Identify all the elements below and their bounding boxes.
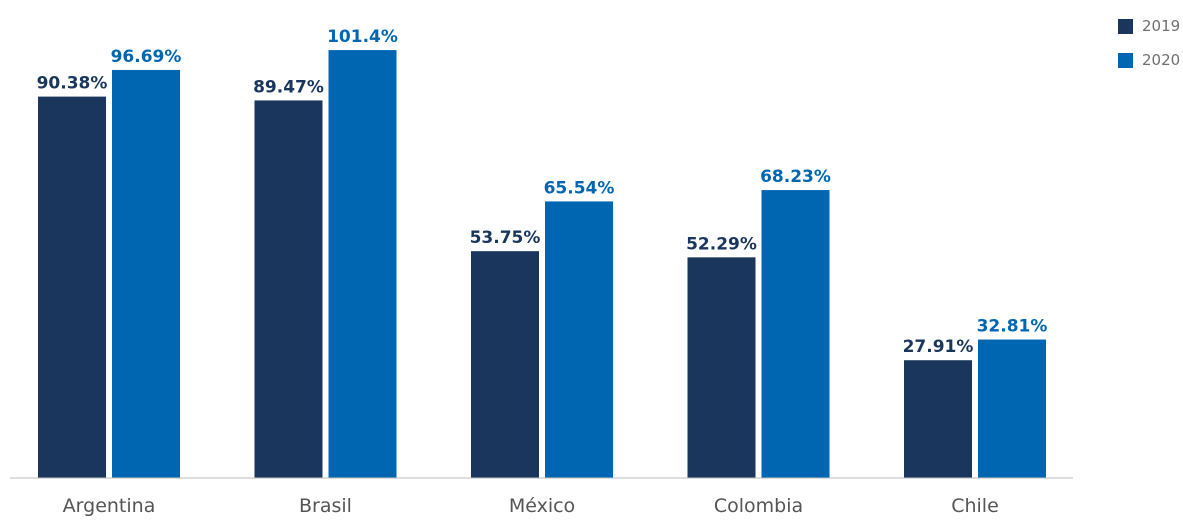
- value-label-2020-argentina: 96.69%: [111, 47, 182, 67]
- legend: 2019 2020: [1118, 14, 1180, 82]
- value-label-2020-méxico: 65.54%: [544, 178, 615, 198]
- bar-2020-chile: [978, 339, 1046, 478]
- category-label-colombia: Colombia: [714, 495, 803, 517]
- value-label-2019-chile: 27.91%: [903, 337, 974, 357]
- legend-item-2019: 2019: [1118, 14, 1180, 38]
- value-label-2019-argentina: 90.38%: [37, 74, 108, 94]
- category-label-brasil: Brasil: [299, 495, 352, 517]
- bar-2019-chile: [904, 360, 972, 478]
- value-labels-group: 90.38%96.69% 89.47% 101.4% 53.75% 65.54% 52.2…: [37, 27, 1048, 357]
- bar-2019-méxico: [471, 251, 539, 478]
- value-label-2019-méxico: 53.75%: [470, 228, 541, 248]
- value-label-2019-colombia: 52.29%: [686, 234, 757, 254]
- category-label-chile: Chile: [951, 495, 999, 517]
- value-label-2020-colombia: 68.23%: [760, 167, 831, 187]
- bar-2020-argentina: [112, 69, 180, 478]
- bar-2020-colombia: [761, 190, 830, 478]
- category-labels-group: Argentina Brasil México Colombia Chile: [63, 495, 999, 517]
- value-label-2020-chile: 32.81%: [977, 317, 1048, 337]
- category-label-argentina: Argentina: [63, 495, 156, 517]
- bar-2020-méxico: [545, 201, 613, 478]
- value-label-2020-brasil: 101.4%: [327, 27, 398, 47]
- bar-2020-brasil: [328, 50, 397, 478]
- legend-swatch-2019: [1118, 18, 1133, 34]
- legend-label-2020: 2020: [1142, 51, 1181, 69]
- legend-item-2020: 2020: [1118, 48, 1180, 72]
- category-label-méxico: México: [509, 495, 575, 517]
- bar-2019-argentina: [38, 96, 106, 478]
- legend-label-2019: 2019: [1142, 17, 1181, 35]
- bar-2019-brasil: [254, 100, 323, 479]
- bars-group: [38, 50, 1046, 479]
- legend-swatch-2020: [1118, 52, 1133, 68]
- bar-2019-colombia: [687, 257, 756, 478]
- value-label-2019-brasil: 89.47%: [253, 77, 324, 97]
